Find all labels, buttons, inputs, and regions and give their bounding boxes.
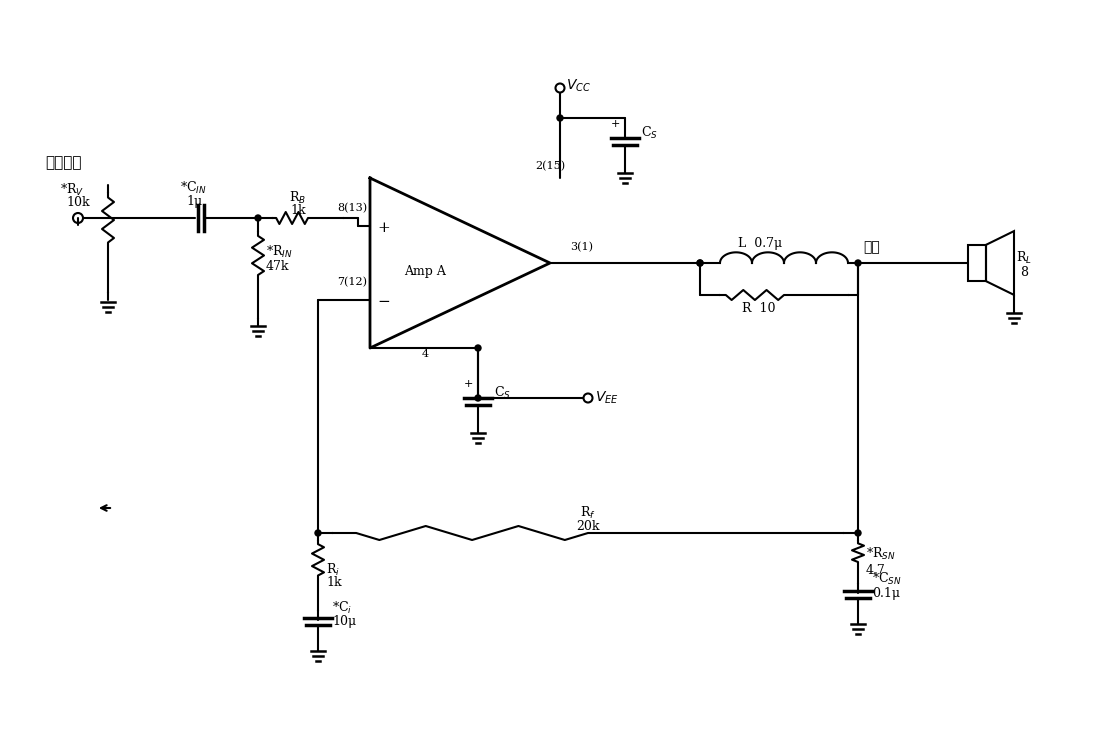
Text: 20k: 20k [576, 520, 600, 532]
Text: *R$_{SN}$: *R$_{SN}$ [866, 546, 895, 562]
Text: *R$_V$: *R$_V$ [60, 182, 84, 198]
Text: 4: 4 [422, 349, 428, 359]
Text: *R$_{IN}$: *R$_{IN}$ [266, 244, 293, 260]
Text: +: + [463, 379, 472, 389]
Text: −: − [377, 295, 390, 309]
Text: L  0.7μ: L 0.7μ [738, 237, 783, 249]
Circle shape [475, 345, 481, 351]
Text: C$_S$: C$_S$ [494, 385, 510, 401]
Text: +: + [610, 119, 620, 129]
Text: *C$_i$: *C$_i$ [332, 600, 352, 616]
Text: C$_S$: C$_S$ [640, 125, 658, 141]
Circle shape [475, 395, 481, 401]
Text: R$_i$: R$_i$ [326, 562, 340, 578]
Text: 4.7: 4.7 [866, 564, 885, 576]
Text: 8(13): 8(13) [337, 202, 367, 213]
Text: 10k: 10k [66, 196, 90, 210]
Text: R$_L$: R$_L$ [1016, 250, 1032, 266]
Text: 8: 8 [1020, 267, 1029, 279]
Circle shape [697, 260, 703, 266]
Circle shape [255, 215, 261, 221]
Circle shape [855, 260, 861, 266]
Text: $V_{CC}$: $V_{CC}$ [566, 78, 591, 95]
Text: 1k: 1k [326, 576, 342, 589]
Text: 7(12): 7(12) [337, 277, 367, 287]
Text: R$_f$: R$_f$ [580, 505, 596, 521]
Text: 音频输入: 音频输入 [45, 156, 82, 170]
Circle shape [557, 115, 563, 121]
Circle shape [855, 530, 861, 536]
Text: Amp A: Amp A [404, 265, 446, 278]
Text: 3(1): 3(1) [571, 242, 593, 252]
Text: +: + [377, 221, 390, 235]
Text: *C$_{SN}$: *C$_{SN}$ [872, 571, 902, 587]
Circle shape [315, 530, 321, 536]
Text: R$_B$: R$_B$ [290, 190, 306, 206]
Text: 0.1μ: 0.1μ [872, 588, 900, 600]
Circle shape [697, 260, 703, 266]
Text: 1μ: 1μ [186, 194, 202, 207]
Text: 10μ: 10μ [332, 616, 356, 628]
Text: $V_{EE}$: $V_{EE}$ [595, 390, 619, 406]
Text: R  10: R 10 [742, 303, 776, 315]
Text: 2(15): 2(15) [534, 161, 565, 172]
Text: 1k: 1k [290, 204, 306, 216]
Text: *C$_{IN}$: *C$_{IN}$ [180, 180, 207, 196]
Text: 47k: 47k [266, 259, 290, 273]
Text: 输出: 输出 [863, 240, 880, 254]
